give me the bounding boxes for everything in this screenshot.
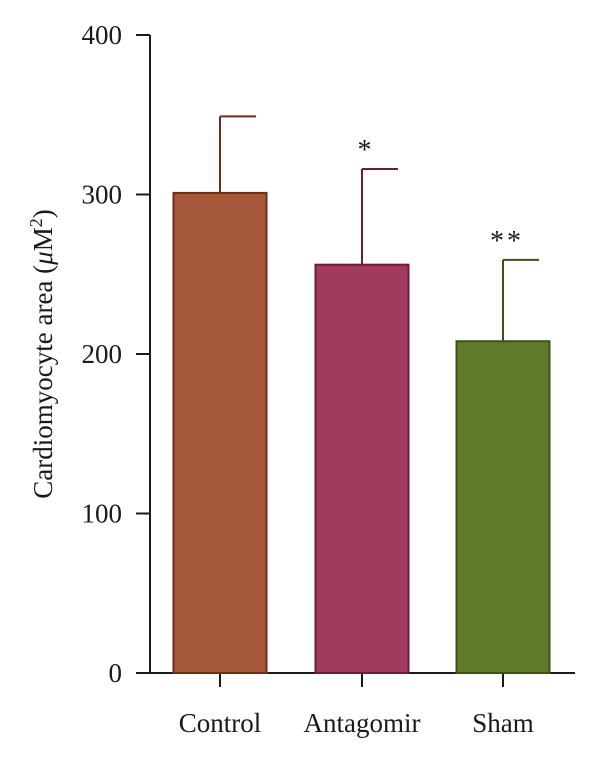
y-tick-label: 400 [82, 20, 123, 50]
y-axis-label: Cardiomyocyte area (μM2) [26, 209, 58, 498]
bar-control [172, 191, 268, 674]
significance-marker: * [358, 135, 375, 166]
significance-marker: ** [490, 226, 524, 257]
y-tick-label: 0 [109, 658, 123, 688]
bar-sham [455, 340, 551, 674]
y-tick-label: 300 [82, 180, 123, 210]
y-tick-label: 100 [82, 499, 123, 529]
category-label: Antagomir [304, 708, 421, 738]
category-label: Sham [472, 708, 534, 738]
bar-antagomir [314, 263, 410, 674]
y-tick-label: 200 [82, 339, 123, 369]
category-label: Control [179, 708, 262, 738]
